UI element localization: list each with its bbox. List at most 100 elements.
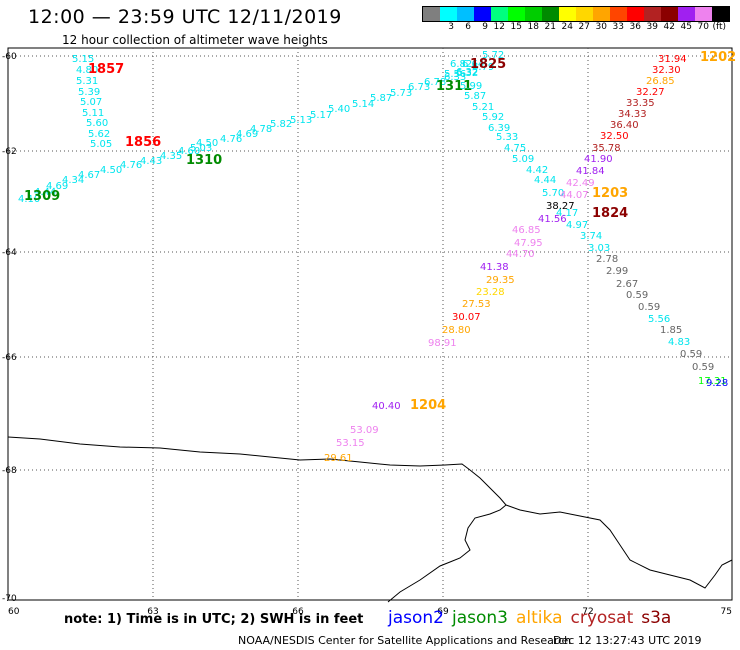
swh-value-label: 4.80: [76, 65, 98, 76]
antarctic-coastline: [7, 436, 733, 603]
swh-value-label: 35.78: [592, 143, 621, 154]
swh-value-label: 4.17: [556, 208, 578, 219]
swh-value-label: 6.79: [472, 62, 494, 73]
swh-value-label: 38.27: [546, 201, 575, 212]
swh-value-label: 4.78: [250, 124, 272, 135]
color-scale-swatch: [576, 7, 593, 21]
swh-value-label: 4.76: [120, 160, 142, 171]
color-scale-label: 36: [629, 22, 641, 32]
longitude-tick-label: 69: [437, 607, 449, 617]
swh-value-label: 4.44: [534, 175, 556, 186]
swh-value-label: 44.07: [560, 190, 589, 201]
coastline-path: [7, 436, 507, 603]
swh-value-label: 41.56: [538, 214, 567, 225]
pass-time-label: 1856: [125, 135, 161, 150]
map-subtitle: 12 hour collection of altimeter wave hei…: [62, 33, 328, 47]
pass-time-label: 1311: [436, 79, 472, 94]
swh-value-label: 5.56: [648, 314, 670, 325]
swh-value-label: 5.40: [328, 104, 350, 115]
swh-value-label: 0.59: [680, 349, 702, 360]
color-scale-label: [422, 22, 439, 34]
color-scale-swatch: [610, 7, 627, 21]
longitude-tick-label: 72: [582, 607, 593, 617]
swh-value-label: 5.13: [290, 115, 312, 126]
swh-value-label: 6.78: [424, 77, 446, 88]
swh-value-label: 5.05: [90, 139, 112, 150]
swh-value-label: 5.72: [482, 50, 504, 61]
swh-value-label: 4.69: [236, 129, 258, 140]
footnote: note: 1) Time is in UTC; 2) SWH is in fe…: [64, 612, 364, 627]
swh-value-label: 6.73: [408, 82, 430, 93]
color-scale-label: 15: [510, 22, 522, 32]
swh-value-label: 4.44: [34, 187, 56, 198]
swh-value-label: 1.85: [660, 325, 682, 336]
swh-value-label: 5.21: [472, 102, 494, 113]
color-scale-swatch: [491, 7, 508, 21]
swh-value-label: 36.40: [610, 120, 639, 131]
swh-value-label: 5.87: [370, 93, 392, 104]
longitude-tick-label: 63: [147, 607, 158, 617]
map-frame: [7, 47, 733, 601]
latitude-tick-label: -62: [2, 147, 17, 157]
generation-timestamp: Dec 12 13:27:43 UTC 2019: [553, 634, 702, 647]
swh-value-label: 4.10: [18, 194, 40, 205]
swh-value-label: 5.39: [78, 87, 100, 98]
longitude-tick-label: 60: [8, 607, 20, 617]
map-title: 12:00 — 23:59 UTC 12/11/2019: [28, 6, 342, 28]
pass-time-label: 1202: [700, 50, 736, 65]
color-scale-label: 9: [482, 22, 488, 32]
pass-time-label: 1824: [592, 206, 628, 221]
longitude-tick-label: 66: [292, 607, 304, 617]
latitude-tick-label: -70: [2, 594, 17, 604]
wave-height-labels: 5.154.805.315.395.075.115.605.625.05 1857…: [18, 50, 736, 464]
swh-value-label: 26.85: [646, 76, 675, 87]
color-scale-swatch: [525, 7, 542, 21]
swh-value-label: 5.03: [190, 143, 212, 154]
swh-value-label: 40.40: [372, 401, 401, 412]
swh-value-label: 53.09: [350, 425, 379, 436]
swh-value-label: 4.97: [566, 220, 588, 231]
swh-value-label: 53.15: [336, 438, 365, 449]
pass-time-label: 1309: [24, 189, 60, 204]
swh-value-label: 5.14: [352, 99, 374, 110]
longitude-tick-label: 75: [721, 607, 732, 617]
color-scale-swatch: [542, 7, 559, 21]
latitude-tick-label: -66: [2, 353, 17, 363]
swh-value-label: 5.17: [310, 110, 332, 121]
swh-value-label: 41.90: [584, 154, 613, 165]
swh-value-label: 4.67: [78, 170, 100, 181]
swh-value-label: 29.61: [324, 453, 353, 464]
swh-value-label: 0.59: [692, 362, 714, 373]
swh-value-label: 5.99: [460, 81, 482, 92]
latitude-tick-label: -68: [2, 466, 17, 476]
color-scale-swatch: [559, 7, 576, 21]
color-scale-swatch: [593, 7, 610, 21]
color-scale-label: 3: [448, 22, 454, 32]
color-scale-swatch: [474, 7, 491, 21]
color-scale-label: 45: [680, 22, 692, 32]
satellite-label-jason3: jason3: [452, 608, 508, 628]
color-scale-swatch: [678, 7, 695, 21]
swh-value-label: 30.07: [452, 312, 481, 323]
swh-value-label: 32.27: [636, 87, 665, 98]
swh-value-label: 46.85: [512, 225, 541, 236]
swh-value-label: 3.74: [580, 231, 602, 242]
satellite-label-s3a: s3a: [641, 608, 672, 628]
swh-value-label: 4.69: [46, 181, 68, 192]
swh-value-label: 5.33: [496, 132, 518, 143]
color-scale-label: 21: [544, 22, 556, 32]
swh-value-label: 4.43: [140, 156, 162, 167]
swh-value-label: 4.83: [668, 337, 690, 348]
coastline-east-path: [505, 504, 733, 589]
swh-value-label: 5.31: [76, 76, 98, 87]
swh-value-label: 4.42: [526, 165, 548, 176]
pass-time-label: 1204: [410, 398, 446, 413]
swh-value-label: 5.87: [464, 91, 486, 102]
latitude-tick-label: -60: [2, 52, 17, 62]
pass-time-label: 1310: [186, 153, 222, 168]
swh-value-label: 44.70: [506, 249, 535, 260]
swh-value-label: 41.38: [480, 262, 509, 273]
swh-value-label: 9.28: [706, 378, 728, 389]
swh-value-label: 4.35: [160, 151, 182, 162]
